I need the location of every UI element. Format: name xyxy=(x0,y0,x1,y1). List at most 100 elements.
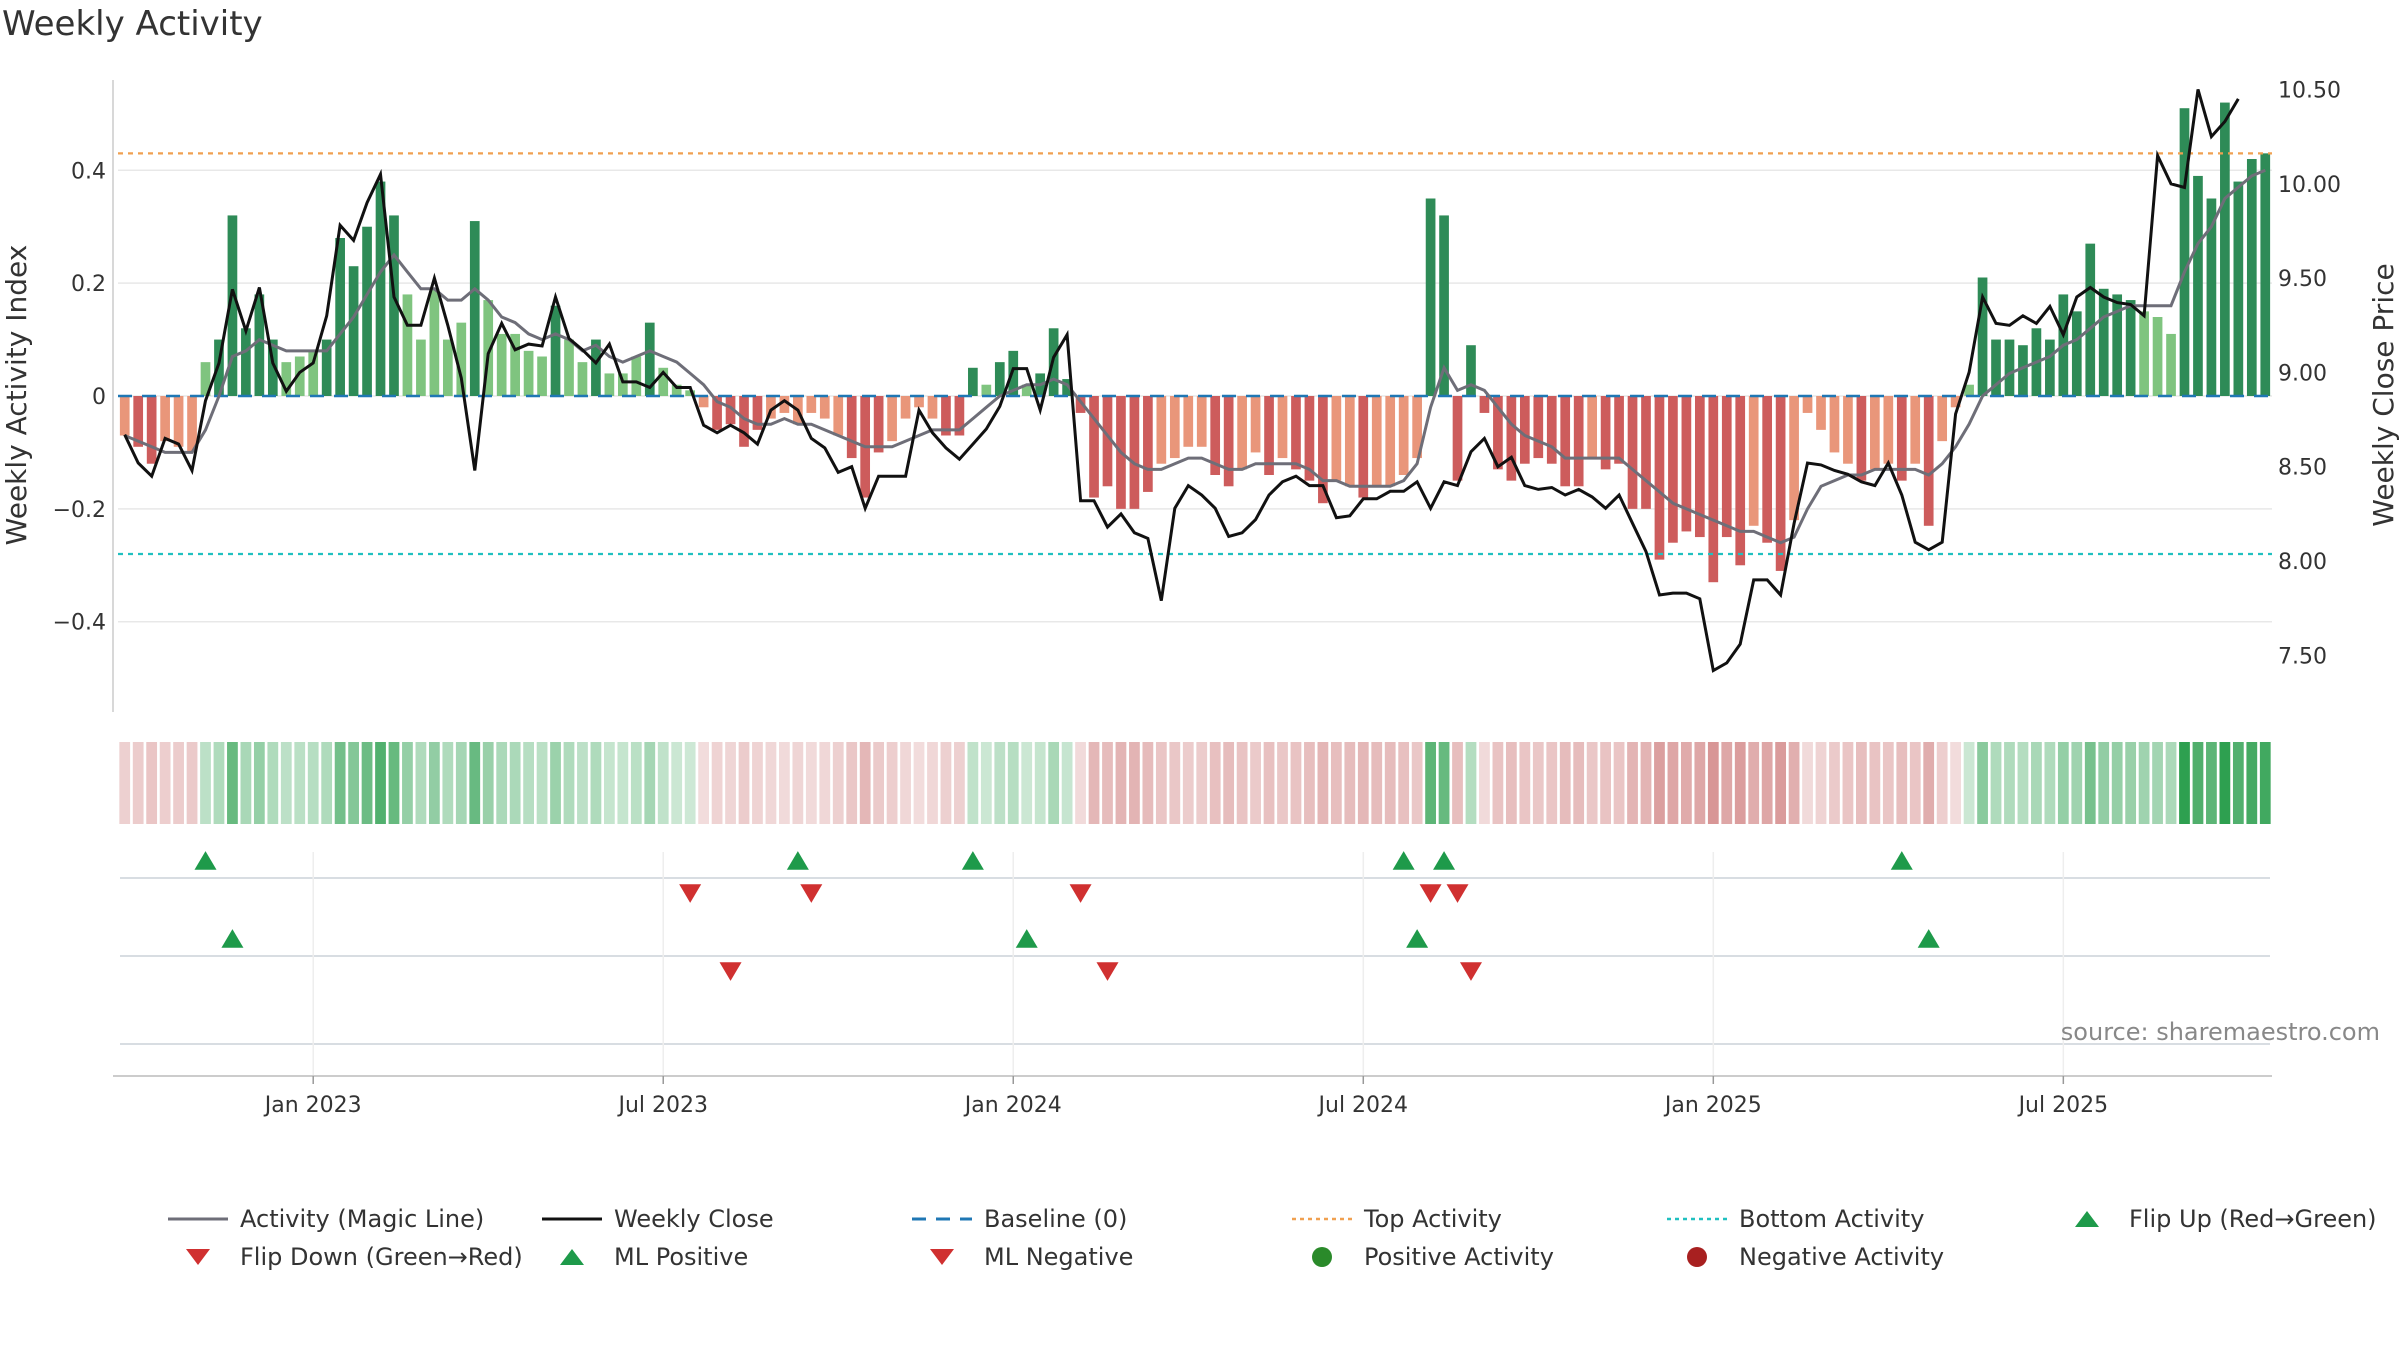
heat-cell xyxy=(1613,742,1625,824)
heat-cell xyxy=(1680,742,1692,824)
activity-bar xyxy=(1748,396,1759,526)
heat-cell xyxy=(1788,742,1800,824)
y-tick-label: −0.4 xyxy=(53,611,106,636)
heat-cell xyxy=(415,742,427,824)
activity-bar xyxy=(214,339,224,396)
activity-bar xyxy=(187,396,197,453)
activity-bar xyxy=(1546,396,1557,464)
heat-cell xyxy=(2125,742,2137,824)
activity-bar xyxy=(1668,396,1678,543)
heat-cell xyxy=(1546,742,1558,824)
activity-bar xyxy=(941,396,951,436)
heat-cell xyxy=(1277,742,1288,824)
heat-cell xyxy=(1654,742,1665,824)
heat-cell xyxy=(2044,742,2056,824)
activity-bar xyxy=(833,396,844,436)
reference-lines xyxy=(118,152,2272,556)
heat-cell xyxy=(846,742,858,824)
activity-bar xyxy=(267,339,278,396)
flip-down-marker xyxy=(1419,884,1442,903)
activity-bar xyxy=(1614,396,1624,464)
heat-cell xyxy=(2111,742,2123,824)
heat-cell xyxy=(550,742,561,824)
heat-cell xyxy=(1088,742,1100,824)
activity-bar xyxy=(2071,311,2082,396)
heat-cell xyxy=(1694,742,1706,824)
heat-cell xyxy=(1990,742,2002,824)
activity-bar xyxy=(766,396,776,419)
heat-cell xyxy=(1492,742,1504,824)
y2-tick-label: 7.50 xyxy=(2278,644,2327,669)
activity-bar xyxy=(1627,396,1638,509)
heat-cell xyxy=(159,742,171,824)
heat-cell xyxy=(1923,742,1935,824)
heat-cell xyxy=(348,742,359,824)
x-tick-label: Jul 2023 xyxy=(616,1093,708,1118)
activity-bar xyxy=(1196,396,1207,447)
activity-bar xyxy=(1775,396,1786,571)
heat-cell xyxy=(1115,742,1127,824)
activity-bar xyxy=(469,221,480,396)
weekly-close-line xyxy=(123,88,2240,673)
legend-item: Weekly Close xyxy=(540,1205,774,1233)
heat-cell xyxy=(1829,742,1840,824)
activity-bar xyxy=(1694,396,1705,538)
heat-cell xyxy=(1357,742,1369,824)
activity-bar xyxy=(1008,350,1019,396)
activity-bar xyxy=(2045,339,2055,396)
ml-negative-marker xyxy=(719,962,742,981)
activity-bar xyxy=(1358,396,1369,498)
activity-bar xyxy=(604,373,615,396)
flip-up-marker xyxy=(1433,851,1456,870)
ml-positive-marker xyxy=(1015,929,1038,948)
activity-bar xyxy=(1789,396,1799,521)
heat-cell xyxy=(240,742,252,824)
heat-cell xyxy=(1290,742,1302,824)
heat-cell xyxy=(1936,742,1948,824)
flip-down-marker xyxy=(1069,884,1092,903)
activity-bar xyxy=(2179,108,2190,396)
heat-cell xyxy=(1452,742,1463,824)
heat-cell xyxy=(1802,742,1813,824)
heat-cell xyxy=(1263,742,1275,824)
activity-bar xyxy=(2206,198,2217,396)
activity-bar xyxy=(2112,294,2123,396)
activity-bar xyxy=(308,350,319,396)
heat-cell xyxy=(442,742,454,824)
heat-cell xyxy=(1707,742,1719,824)
x-tick-label: Jan 2025 xyxy=(1663,1093,1762,1118)
heat-cell xyxy=(1250,742,1261,824)
heat-cell xyxy=(2152,742,2163,824)
heat-cell xyxy=(1869,742,1881,824)
heat-cell xyxy=(2232,742,2244,824)
heat-cell xyxy=(900,742,911,824)
heat-cell xyxy=(1815,742,1827,824)
activity-bar xyxy=(658,367,669,396)
activity-bar xyxy=(362,226,372,396)
heat-cell xyxy=(361,742,373,824)
activity-bar xyxy=(2220,102,2230,397)
heat-cell xyxy=(738,742,750,824)
legend-item: Bottom Activity xyxy=(1665,1205,1924,1233)
activity-bar xyxy=(1519,396,1530,464)
activity-bar xyxy=(994,362,1005,396)
activity-bar xyxy=(2004,339,2015,396)
heat-cell xyxy=(2219,742,2231,824)
activity-bar xyxy=(416,339,426,396)
activity-bar xyxy=(1304,396,1315,481)
activity-bar xyxy=(887,396,897,442)
activity-bar xyxy=(1493,396,1503,470)
heat-cell xyxy=(657,742,669,824)
activity-bar xyxy=(1075,396,1086,413)
heat-cell xyxy=(334,742,346,824)
activity-bar xyxy=(429,288,440,396)
legend-label: Activity (Magic Line) xyxy=(240,1205,485,1233)
heat-cell xyxy=(1465,742,1477,824)
heat-cell xyxy=(2165,742,2177,824)
activity-bar xyxy=(725,396,736,425)
heat-cell xyxy=(1950,742,1962,824)
activity-bar xyxy=(1870,396,1880,470)
heat-strip xyxy=(119,742,2271,824)
heat-cell xyxy=(2057,742,2069,824)
tri-down-legend-icon xyxy=(930,1249,954,1265)
